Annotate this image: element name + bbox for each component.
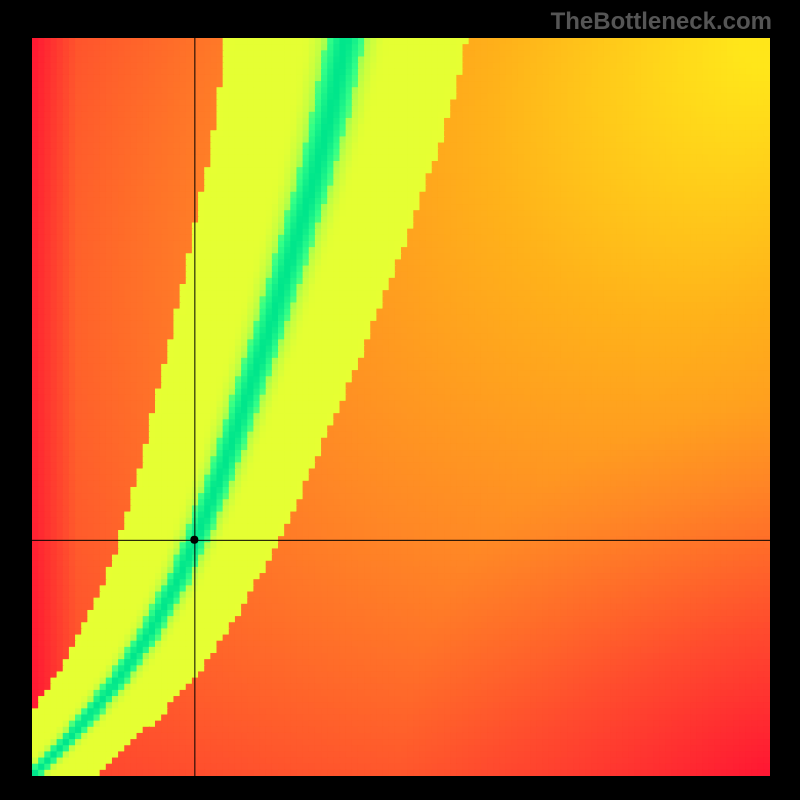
chart-container: TheBottleneck.com	[0, 0, 800, 800]
watermark-text: TheBottleneck.com	[551, 8, 772, 36]
bottleneck-heatmap	[32, 38, 770, 776]
